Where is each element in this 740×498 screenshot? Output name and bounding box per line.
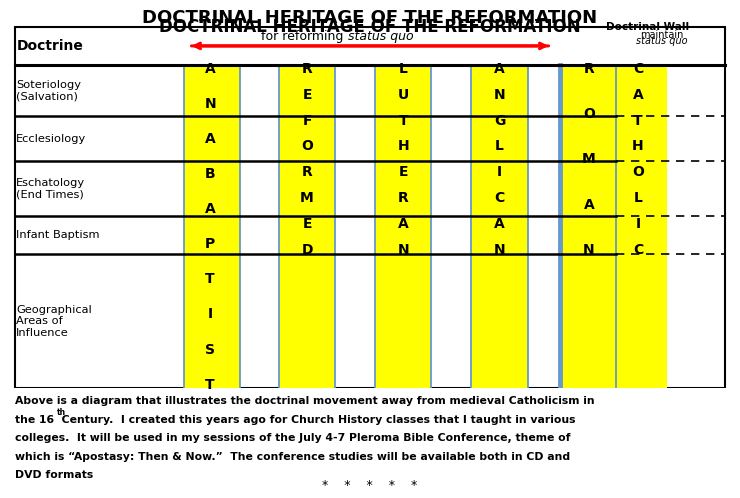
Text: I: I	[497, 165, 502, 179]
Text: L: L	[495, 139, 504, 153]
Text: E: E	[303, 88, 312, 102]
Text: L: L	[399, 62, 408, 76]
Text: which is “Apostasy: Then & Now.”  The conference studies will be available both : which is “Apostasy: Then & Now.” The con…	[15, 452, 570, 462]
Text: O: O	[301, 139, 313, 153]
Text: A: A	[633, 88, 643, 102]
Text: M: M	[582, 152, 596, 166]
Text: Infant Baptism: Infant Baptism	[16, 230, 100, 240]
Text: Soteriology
(Salvation): Soteriology (Salvation)	[16, 80, 81, 101]
Text: E: E	[303, 217, 312, 232]
Text: H: H	[632, 139, 644, 153]
Bar	[184, 65, 240, 388]
Text: A: A	[584, 198, 594, 212]
Text: R: R	[398, 191, 408, 205]
Text: colleges.  It will be used in my sessions of the July 4-7 Pleroma Bible Conferen: colleges. It will be used in my sessions…	[15, 433, 571, 443]
Text: T: T	[633, 114, 643, 127]
Text: status quo: status quo	[348, 30, 414, 43]
Text: th: th	[57, 408, 66, 417]
Text: C: C	[633, 62, 643, 76]
Text: S: S	[205, 343, 215, 357]
Text: L: L	[633, 191, 642, 205]
Text: G: G	[494, 114, 505, 127]
Text: Above is a diagram that illustrates the doctrinal movement away from medieval Ca: Above is a diagram that illustrates the …	[15, 396, 594, 406]
Text: I: I	[208, 307, 212, 321]
Text: Ecclesiology: Ecclesiology	[16, 133, 87, 143]
Text: T: T	[205, 377, 215, 391]
Text: I: I	[636, 217, 640, 232]
Text: C: C	[494, 191, 505, 205]
Text: N: N	[204, 97, 216, 111]
Text: C: C	[633, 244, 643, 257]
Text: for reforming: for reforming	[261, 30, 348, 43]
Text: N: N	[494, 88, 505, 102]
Text: status quo: status quo	[636, 36, 688, 46]
Text: Eschatology
(End Times): Eschatology (End Times)	[16, 178, 85, 200]
Text: N: N	[494, 244, 505, 257]
Text: maintain: maintain	[641, 30, 684, 40]
Text: B: B	[205, 167, 215, 181]
Bar	[375, 65, 431, 388]
Text: T: T	[398, 114, 408, 127]
Text: Doctrinal Wall: Doctrinal Wall	[606, 22, 689, 32]
Text: T: T	[205, 272, 215, 286]
Text: F: F	[303, 114, 312, 127]
Bar	[471, 65, 528, 388]
Text: A: A	[494, 217, 505, 232]
Text: R: R	[584, 62, 594, 76]
Text: DOCTRINAL HERITAGE OF THE REFORMATION: DOCTRINAL HERITAGE OF THE REFORMATION	[159, 18, 581, 36]
Text: N: N	[397, 244, 409, 257]
Text: H: H	[397, 139, 409, 153]
Text: R: R	[302, 62, 312, 76]
Text: U: U	[397, 88, 409, 102]
Text: Geographical
Areas of
Influence: Geographical Areas of Influence	[16, 305, 92, 338]
Text: A: A	[494, 62, 505, 76]
Bar	[560, 65, 667, 388]
Text: A: A	[205, 62, 215, 76]
Text: O: O	[632, 165, 644, 179]
Text: A: A	[205, 202, 215, 216]
Text: DOCTRINAL HERITAGE OF THE REFORMATION: DOCTRINAL HERITAGE OF THE REFORMATION	[142, 9, 598, 27]
Text: M: M	[300, 191, 314, 205]
Text: DVD formats: DVD formats	[15, 470, 93, 480]
Text: the 16  Century.  I created this years ago for Church History classes that I tau: the 16 Century. I created this years ago…	[15, 415, 575, 425]
Text: Doctrine: Doctrine	[16, 39, 83, 53]
Text: A: A	[398, 217, 408, 232]
Text: O: O	[583, 107, 595, 121]
Text: A: A	[205, 132, 215, 146]
Text: D: D	[301, 244, 313, 257]
Text: E: E	[399, 165, 408, 179]
Bar	[279, 65, 335, 388]
Text: P: P	[205, 237, 215, 251]
Text: N: N	[583, 244, 595, 257]
Text: *    *    *    *    *: * * * * *	[323, 479, 417, 492]
Text: R: R	[302, 165, 312, 179]
